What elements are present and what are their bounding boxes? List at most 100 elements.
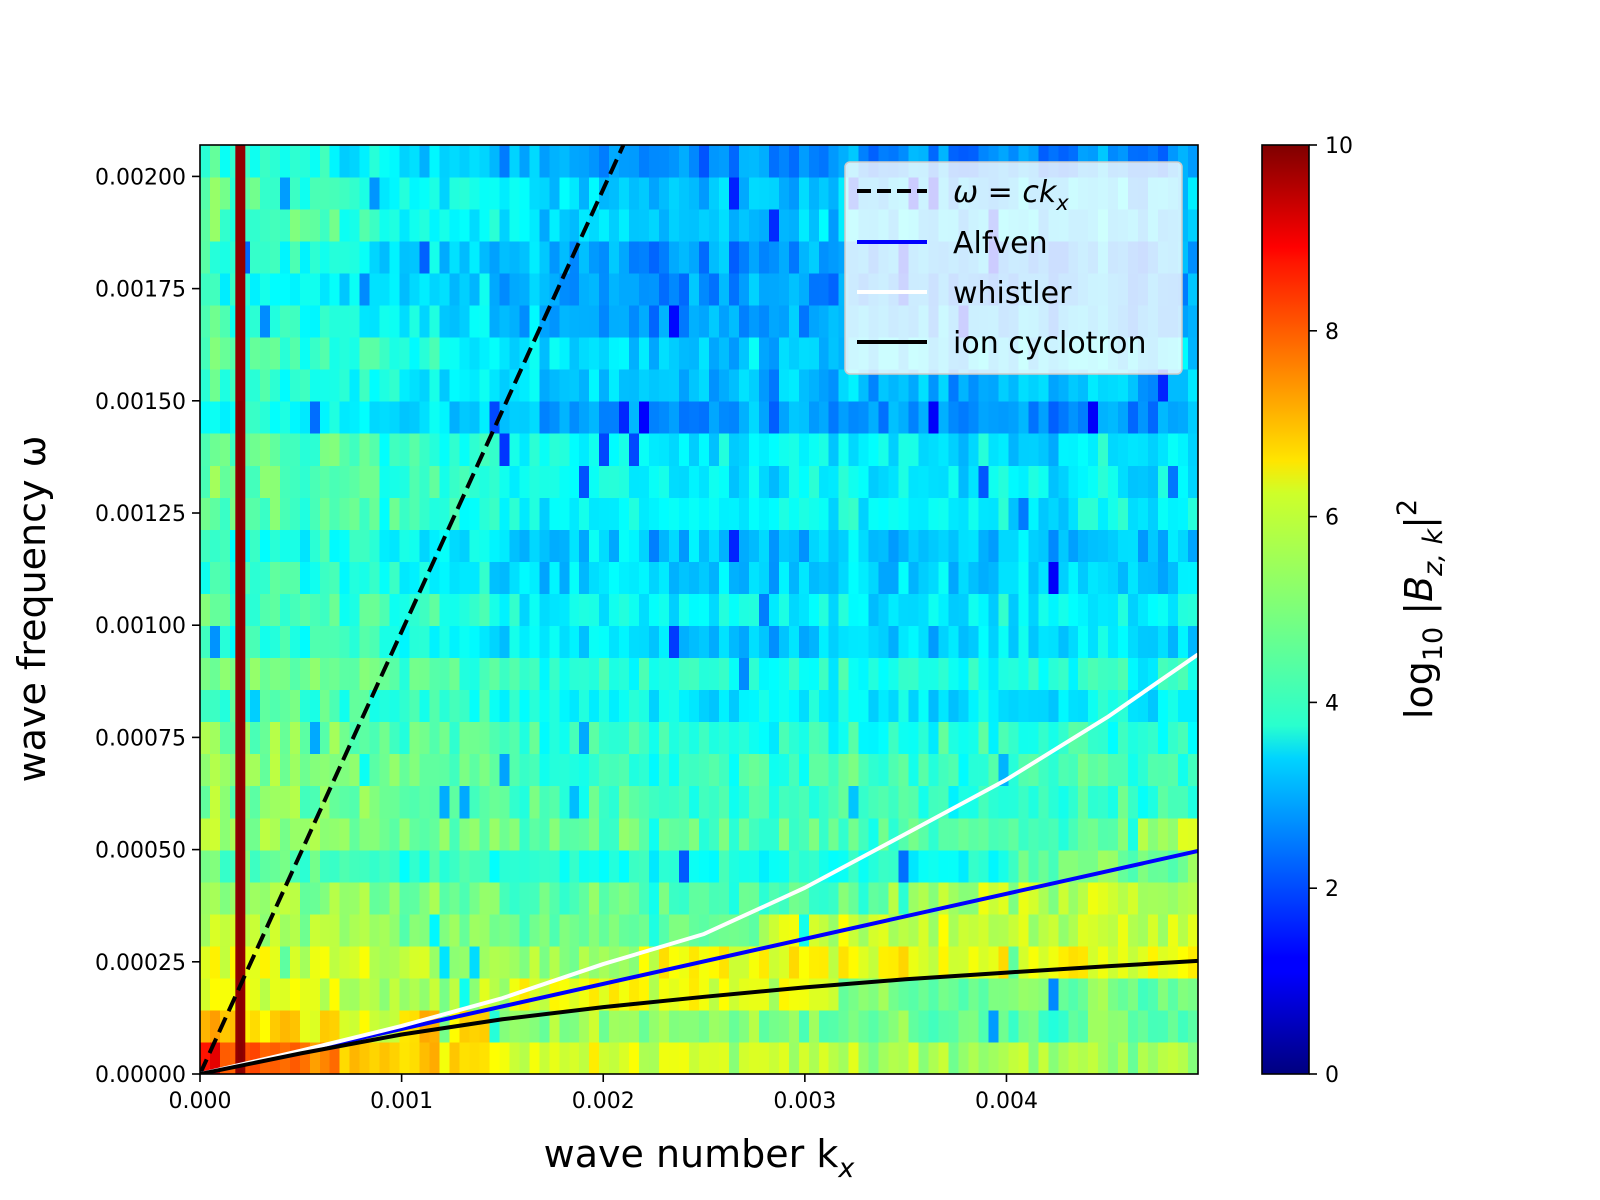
heatmap-cell xyxy=(430,786,441,819)
heatmap-cell xyxy=(370,401,381,434)
heatmap-cell xyxy=(370,882,381,915)
heatmap-cell xyxy=(569,497,580,530)
heatmap-cell xyxy=(689,593,700,626)
heatmap-cell xyxy=(310,241,321,274)
heatmap-cell xyxy=(799,433,810,466)
heatmap-cell xyxy=(270,465,281,498)
heatmap-cell xyxy=(949,850,960,883)
heatmap-cell xyxy=(579,337,590,370)
heatmap-cell xyxy=(819,273,830,306)
heatmap-cell xyxy=(1048,1042,1059,1075)
heatmap-cell xyxy=(290,241,301,274)
heatmap-cell xyxy=(270,786,281,819)
heatmap-cell xyxy=(759,978,770,1011)
heatmap-cell xyxy=(799,465,810,498)
heatmap-cell xyxy=(988,689,999,722)
heatmap-cell xyxy=(729,657,740,690)
heatmap-cell xyxy=(939,818,950,851)
heatmap-cell xyxy=(559,722,570,755)
heatmap-cell xyxy=(809,561,820,594)
heatmap-cell xyxy=(978,465,989,498)
heatmap-cell xyxy=(809,369,820,402)
heatmap-cell xyxy=(759,625,770,658)
heatmap-cell xyxy=(739,177,750,210)
heatmap-cell xyxy=(1178,689,1189,722)
heatmap-cell xyxy=(939,465,950,498)
heatmap-cell xyxy=(579,625,590,658)
heatmap-cell xyxy=(689,401,700,434)
heatmap-cell xyxy=(1048,850,1059,883)
heatmap-cell xyxy=(809,209,820,242)
heatmap-cell xyxy=(499,305,510,338)
heatmap-cell xyxy=(1098,433,1109,466)
heatmap-cell xyxy=(220,946,231,979)
heatmap-cell xyxy=(1128,561,1139,594)
heatmap-cell xyxy=(479,754,490,787)
heatmap-cell xyxy=(1138,497,1149,530)
heatmap-cell xyxy=(320,209,331,242)
heatmap-cell xyxy=(879,850,890,883)
heatmap-cell xyxy=(829,497,840,530)
heatmap-cell xyxy=(919,497,930,530)
heatmap-cell xyxy=(1188,401,1199,434)
heatmap-cell xyxy=(300,561,311,594)
heatmap-cell xyxy=(300,689,311,722)
heatmap-cell xyxy=(499,145,510,178)
heatmap-cell xyxy=(400,145,411,178)
heatmap-cell xyxy=(539,273,550,306)
heatmap-cell xyxy=(729,689,740,722)
heatmap-cell xyxy=(849,593,860,626)
heatmap-cell xyxy=(869,689,880,722)
heatmap-cell xyxy=(1098,786,1109,819)
heatmap-cell xyxy=(300,305,311,338)
heatmap-cell xyxy=(479,145,490,178)
heatmap-cell xyxy=(739,786,750,819)
heatmap-cell xyxy=(909,1010,920,1043)
heatmap-cell xyxy=(669,689,680,722)
heatmap-cell xyxy=(1088,433,1099,466)
heatmap-cell xyxy=(579,401,590,434)
heatmap-cell xyxy=(1138,978,1149,1011)
heatmap-cell xyxy=(689,369,700,402)
heatmap-cell xyxy=(719,786,730,819)
heatmap-cell xyxy=(829,369,840,402)
heatmap-cell xyxy=(829,305,840,338)
heatmap-cell xyxy=(320,369,331,402)
heatmap-cell xyxy=(420,978,431,1011)
heatmap-cell xyxy=(559,818,570,851)
heatmap-cell xyxy=(779,754,790,787)
heatmap-cell xyxy=(260,786,271,819)
heatmap-cell xyxy=(509,209,520,242)
heatmap-cell xyxy=(719,882,730,915)
heatmap-cell xyxy=(919,561,930,594)
heatmap-cell xyxy=(968,786,979,819)
heatmap-cell xyxy=(719,1042,730,1075)
heatmap-cell xyxy=(459,529,470,562)
heatmap-cell xyxy=(440,1042,451,1075)
heatmap-cell xyxy=(360,433,371,466)
heatmap-cell xyxy=(1048,914,1059,947)
heatmap-cell xyxy=(1018,850,1029,883)
heatmap-cell xyxy=(859,529,870,562)
heatmap-cell xyxy=(469,786,480,819)
heatmap-cell xyxy=(440,401,451,434)
heatmap-cell xyxy=(350,978,361,1011)
heatmap-cell xyxy=(400,497,411,530)
heatmap-cell xyxy=(270,754,281,787)
heatmap-cell xyxy=(919,433,930,466)
heatmap-cell xyxy=(350,145,361,178)
heatmap-cell xyxy=(1088,818,1099,851)
heatmap-cell xyxy=(579,1010,590,1043)
heatmap-cell xyxy=(400,433,411,466)
heatmap-cell xyxy=(839,593,850,626)
heatmap-cell xyxy=(1188,1010,1199,1043)
heatmap-cell xyxy=(849,401,860,434)
heatmap-cell xyxy=(350,593,361,626)
heatmap-cell xyxy=(459,401,470,434)
heatmap-cell xyxy=(529,433,540,466)
heatmap-cell xyxy=(430,177,441,210)
heatmap-cell xyxy=(1098,722,1109,755)
heatmap-cell xyxy=(619,561,630,594)
heatmap-cell xyxy=(789,625,800,658)
heatmap-cell xyxy=(380,433,391,466)
